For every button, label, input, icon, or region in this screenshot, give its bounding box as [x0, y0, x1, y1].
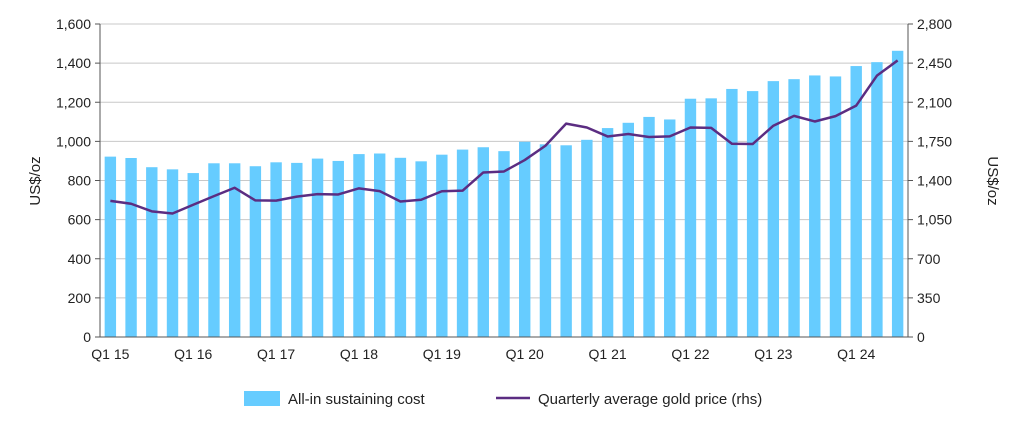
bar-aisc — [249, 166, 262, 337]
bar-aisc — [415, 161, 427, 337]
left-tick-label: 600 — [68, 212, 92, 228]
x-axis-ticks: Q1 15 Q1 16 Q1 17 Q1 18 Q1 19 Q1 20 Q1 21 Q1 22… — [91, 346, 875, 362]
bar-aisc — [166, 169, 179, 337]
right-tick-label: 1,750 — [917, 133, 952, 149]
left-tick-label: 1,600 — [56, 16, 91, 32]
bar-aisc — [622, 122, 635, 338]
bar-aisc — [311, 158, 324, 337]
right-tick-label: 2,800 — [917, 16, 952, 32]
x-tick-label: Q1 19 — [423, 346, 461, 362]
bars — [104, 50, 904, 338]
bar-aisc — [601, 128, 614, 337]
bar-aisc — [332, 160, 344, 337]
x-tick-label: Q1 23 — [754, 346, 792, 362]
legend-swatch-bar — [244, 391, 280, 406]
right-axis-ticks: 0 350 700 1,050 1,400 1,750 2,100 2,450 2,800 — [908, 16, 952, 345]
bar-aisc — [664, 119, 676, 337]
gold-price-line — [110, 59, 899, 215]
bar-aisc — [788, 79, 800, 337]
bar-aisc — [539, 144, 552, 337]
bar-aisc — [353, 154, 365, 337]
bar-aisc — [891, 50, 904, 337]
right-tick-label: 2,100 — [917, 94, 952, 110]
x-tick-label: Q1 15 — [91, 346, 129, 362]
right-tick-label: 700 — [917, 251, 941, 267]
x-tick-label: Q1 24 — [837, 346, 875, 362]
gold-price-line-layer — [110, 59, 899, 215]
legend-label-bar: All-in sustaining cost — [288, 391, 426, 408]
left-axis-ticks: 0 200 400 600 800 1,000 1,200 1,400 1,600 — [56, 16, 100, 345]
left-tick-label: 400 — [68, 251, 92, 267]
bar-aisc — [746, 91, 759, 338]
bar-aisc — [581, 139, 593, 337]
bar-aisc — [767, 81, 780, 337]
left-tick-label: 1,200 — [56, 94, 91, 110]
x-tick-label: Q1 21 — [589, 346, 627, 362]
right-tick-label: 350 — [917, 290, 941, 306]
right-tick-label: 1,400 — [917, 173, 952, 189]
right-axis-title: US$/oz — [984, 156, 1001, 205]
legend-label-line: Quarterly average gold price (rhs) — [538, 391, 762, 408]
bar-aisc — [871, 62, 883, 337]
bar-aisc — [228, 163, 241, 337]
x-tick-label: Q1 20 — [506, 346, 544, 362]
bar-aisc — [270, 162, 282, 337]
bar-aisc — [705, 98, 717, 338]
bar-aisc — [291, 162, 303, 337]
bar-aisc — [643, 116, 655, 337]
left-tick-label: 200 — [68, 290, 92, 306]
x-tick-label: Q1 16 — [174, 346, 212, 362]
bar-aisc — [809, 75, 821, 337]
bar-aisc — [146, 167, 158, 337]
x-tick-label: Q1 22 — [671, 346, 709, 362]
bar-aisc — [519, 141, 531, 337]
right-tick-label: 1,050 — [917, 212, 952, 228]
bar-aisc — [208, 163, 220, 337]
left-tick-label: 1,400 — [56, 55, 91, 71]
bar-aisc — [456, 149, 469, 337]
bar-aisc — [726, 88, 738, 337]
legend: All-in sustaining cost Quarterly average… — [244, 391, 762, 408]
left-tick-label: 0 — [83, 329, 91, 345]
bar-aisc — [498, 151, 510, 337]
bar-aisc — [104, 156, 117, 337]
x-tick-label: Q1 18 — [340, 346, 378, 362]
bar-aisc — [560, 145, 572, 337]
right-tick-label: 2,450 — [917, 55, 952, 71]
bar-aisc — [187, 173, 199, 337]
bar-aisc — [829, 76, 842, 338]
left-tick-label: 800 — [68, 173, 92, 189]
x-tick-label: Q1 17 — [257, 346, 295, 362]
right-tick-label: 0 — [917, 329, 925, 345]
left-axis-title: US$/oz — [27, 156, 44, 205]
bar-aisc — [850, 66, 862, 337]
bar-aisc — [125, 158, 137, 337]
bar-aisc — [684, 98, 697, 337]
bar-aisc — [394, 157, 407, 337]
left-tick-label: 1,000 — [56, 133, 91, 149]
bar-aisc — [373, 153, 386, 337]
bar-aisc — [436, 154, 448, 337]
bar-aisc — [477, 147, 489, 337]
